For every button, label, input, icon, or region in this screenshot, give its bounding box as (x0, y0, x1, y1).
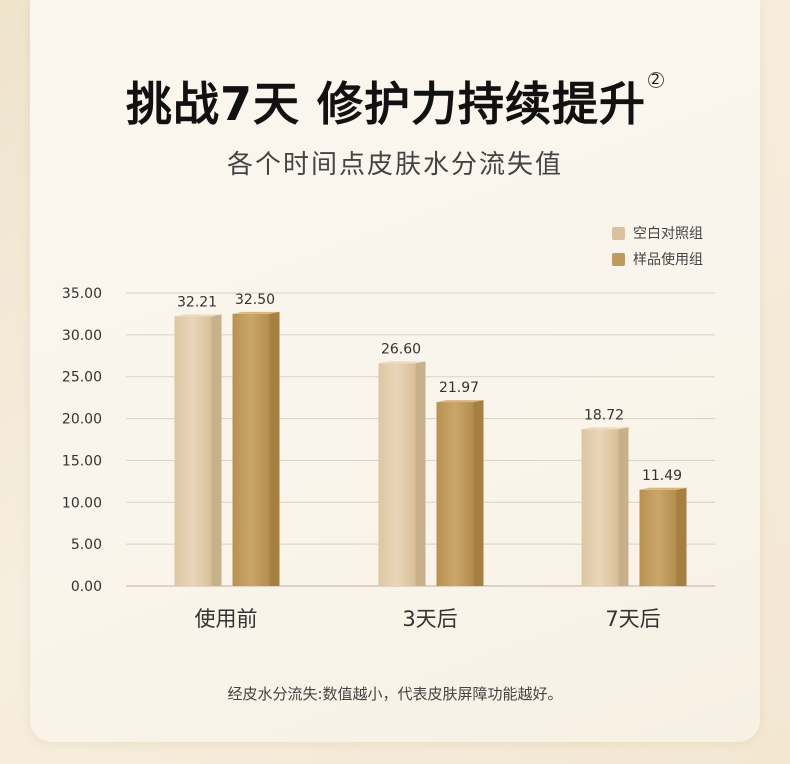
y-tick-label: 35.00 (62, 286, 102, 302)
x-tick-label: 7天后 (605, 607, 660, 631)
y-tick-label: 10.00 (62, 495, 102, 511)
bar (581, 429, 619, 586)
y-tick-label: 25.00 (62, 370, 102, 386)
data-label: 11.49 (642, 468, 682, 484)
bar-top (232, 311, 280, 314)
bar (378, 363, 416, 586)
data-label: 26.60 (381, 341, 421, 357)
y-tick-label: 5.00 (71, 537, 102, 553)
bar (639, 489, 677, 586)
footnote: 经皮水分流失:数值越小，代表皮肤屏障功能越好。 (227, 685, 563, 703)
bar-top (436, 400, 484, 403)
legend-swatch-sample (612, 252, 625, 266)
chart-legend: 空白对照组 样品使用组 (612, 220, 703, 272)
data-label: 21.97 (439, 380, 479, 396)
bar-side (473, 400, 484, 586)
legend-label-sample: 样品使用组 (633, 252, 703, 268)
bar-side (269, 311, 280, 586)
bar (232, 313, 270, 586)
bar-side (415, 361, 426, 586)
data-label: 32.50 (235, 292, 275, 308)
page-title: 挑战7天 修护力持续提升 2 (0, 68, 790, 134)
bar (174, 316, 212, 586)
bar-side (211, 314, 222, 586)
x-tick-label: 使用前 (195, 607, 258, 631)
y-tick-label: 15.00 (62, 453, 102, 469)
bar (436, 402, 474, 586)
legend-item-control: 空白对照组 (612, 220, 703, 246)
legend-item-sample: 样品使用组 (612, 246, 703, 272)
legend-swatch-control (612, 226, 625, 240)
bar-top (174, 314, 222, 317)
chart-subtitle: 各个时间点皮肤水分流失值 (226, 150, 563, 180)
bar-side (618, 427, 629, 586)
bar-top (639, 487, 687, 490)
x-tick-label: 3天后 (402, 607, 457, 631)
data-label: 18.72 (584, 407, 624, 423)
title-note: 2 (648, 72, 665, 88)
y-tick-label: 0.00 (71, 579, 102, 595)
data-label: 32.21 (177, 294, 217, 310)
title-text: 挑战7天 修护力持续提升 (125, 77, 647, 131)
legend-label-control: 空白对照组 (633, 226, 703, 242)
bar-top (378, 361, 426, 364)
y-tick-label: 20.00 (62, 412, 102, 428)
bar-side (676, 487, 687, 586)
y-tick-label: 30.00 (62, 328, 102, 344)
bar-top (581, 427, 629, 430)
